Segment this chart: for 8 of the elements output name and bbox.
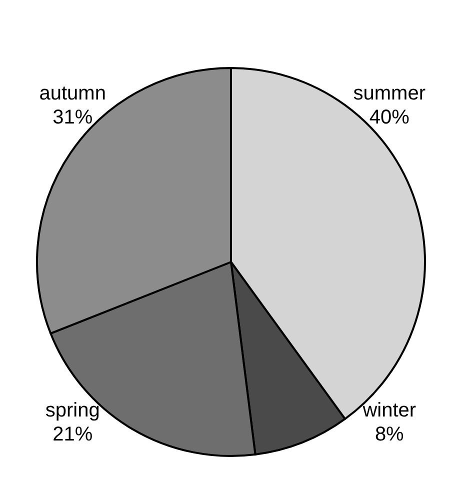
slice-label: winter: [362, 399, 416, 422]
slice-label: spring: [45, 399, 100, 422]
data-label: 31%: [52, 106, 93, 129]
data-label: 8%: [374, 423, 404, 446]
data-label: 40%: [369, 106, 410, 129]
slice-label: autumn: [39, 82, 106, 105]
data-label: 21%: [52, 423, 93, 446]
slice-label: summer: [353, 82, 426, 105]
